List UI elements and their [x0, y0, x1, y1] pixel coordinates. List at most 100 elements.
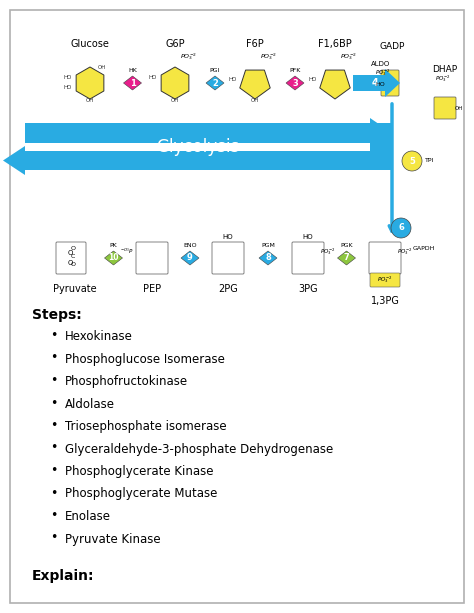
Polygon shape — [76, 67, 104, 99]
Text: O: O — [67, 260, 73, 266]
Text: O: O — [71, 246, 75, 251]
Text: 4: 4 — [372, 78, 379, 88]
Text: HO: HO — [303, 234, 313, 240]
FancyBboxPatch shape — [212, 242, 244, 274]
Text: OH: OH — [251, 98, 259, 103]
Text: HO: HO — [309, 77, 317, 82]
Text: ALDO: ALDO — [371, 61, 390, 67]
Text: •: • — [50, 441, 57, 454]
Text: 8: 8 — [265, 254, 271, 262]
Text: •: • — [50, 531, 57, 544]
Polygon shape — [181, 251, 199, 265]
Polygon shape — [240, 70, 270, 99]
Text: 1: 1 — [129, 78, 136, 88]
FancyBboxPatch shape — [381, 70, 399, 96]
Text: PEP: PEP — [143, 284, 161, 294]
Text: GADP: GADP — [379, 42, 405, 51]
FancyBboxPatch shape — [369, 242, 401, 274]
Text: HO: HO — [64, 75, 72, 80]
Text: 5: 5 — [409, 156, 415, 166]
FancyBboxPatch shape — [370, 123, 392, 170]
Text: $PO_3^{-2}$: $PO_3^{-2}$ — [340, 51, 357, 62]
Text: Triosephosphate isomerase: Triosephosphate isomerase — [65, 420, 227, 433]
Text: O: O — [67, 250, 73, 256]
Text: HO: HO — [149, 75, 157, 80]
Polygon shape — [161, 67, 189, 99]
Polygon shape — [286, 76, 304, 90]
Text: ENO: ENO — [183, 243, 197, 248]
Text: 2PG: 2PG — [218, 284, 238, 294]
FancyBboxPatch shape — [370, 273, 400, 287]
Text: PK: PK — [109, 243, 118, 248]
Text: OH: OH — [98, 65, 106, 70]
Text: HK: HK — [128, 68, 137, 73]
Polygon shape — [370, 118, 392, 148]
Text: Glyceraldehyde-3-phosphate Dehydrogenase: Glyceraldehyde-3-phosphate Dehydrogenase — [65, 443, 333, 455]
Text: F1,6BP: F1,6BP — [318, 39, 352, 49]
Text: PFK: PFK — [289, 68, 301, 73]
Text: DHAP: DHAP — [432, 65, 457, 74]
Text: HO: HO — [375, 83, 385, 88]
Text: PGI: PGI — [210, 68, 220, 73]
Text: •: • — [50, 374, 57, 387]
Text: Pyruvate: Pyruvate — [53, 284, 97, 294]
Text: $PO_3^{-2}$: $PO_3^{-2}$ — [435, 73, 451, 84]
Text: Phosphofructokinase: Phosphofructokinase — [65, 375, 188, 388]
Text: 10: 10 — [108, 254, 119, 262]
Text: Phosphoglucose Isomerase: Phosphoglucose Isomerase — [65, 352, 225, 365]
Text: Aldolase: Aldolase — [65, 397, 115, 411]
Text: 7: 7 — [344, 254, 349, 262]
Text: HO: HO — [223, 234, 233, 240]
Polygon shape — [104, 251, 122, 265]
FancyBboxPatch shape — [10, 10, 464, 603]
Text: Explain:: Explain: — [32, 569, 94, 583]
Text: 3PG: 3PG — [298, 284, 318, 294]
Circle shape — [402, 151, 422, 171]
Text: Pyruvate Kinase: Pyruvate Kinase — [65, 533, 161, 546]
Text: Glycolysis: Glycolysis — [156, 137, 239, 156]
Text: 3: 3 — [292, 78, 298, 88]
Text: 2: 2 — [212, 78, 218, 88]
Text: O: O — [71, 262, 75, 267]
Polygon shape — [353, 69, 400, 97]
Polygon shape — [124, 76, 142, 90]
Polygon shape — [206, 76, 224, 90]
FancyBboxPatch shape — [56, 242, 86, 274]
Text: G6P: G6P — [165, 39, 185, 49]
Polygon shape — [337, 251, 356, 265]
Text: PGK: PGK — [340, 243, 353, 248]
Text: Hexokinase: Hexokinase — [65, 330, 133, 343]
Text: Steps:: Steps: — [32, 308, 82, 322]
Text: TPI: TPI — [425, 159, 434, 164]
Text: $PO_3^{-2}$: $PO_3^{-2}$ — [320, 246, 335, 257]
Text: GAPDH: GAPDH — [413, 245, 436, 251]
Text: $^{-O_3}P$: $^{-O_3}P$ — [120, 247, 134, 256]
FancyBboxPatch shape — [136, 242, 168, 274]
Text: OH: OH — [86, 98, 94, 103]
Text: Enolase: Enolase — [65, 510, 111, 523]
Text: 6: 6 — [398, 224, 404, 232]
FancyBboxPatch shape — [25, 151, 370, 170]
Text: $PO_3^{-2}$: $PO_3^{-2}$ — [180, 51, 197, 62]
Text: PGM: PGM — [261, 243, 275, 248]
FancyBboxPatch shape — [434, 97, 456, 119]
Text: •: • — [50, 397, 57, 409]
FancyBboxPatch shape — [292, 242, 324, 274]
Text: OH: OH — [455, 105, 464, 110]
Text: 9: 9 — [187, 254, 193, 262]
Text: F6P: F6P — [246, 39, 264, 49]
Text: $PO_3^{-2}$: $PO_3^{-2}$ — [397, 246, 412, 257]
Text: C: C — [71, 254, 75, 259]
Text: $PO_3^{-2}$: $PO_3^{-2}$ — [377, 275, 392, 286]
Polygon shape — [3, 146, 25, 175]
Text: HO: HO — [228, 77, 237, 82]
FancyBboxPatch shape — [25, 123, 370, 143]
Text: •: • — [50, 509, 57, 522]
Text: $PO_3^{-2}$: $PO_3^{-2}$ — [260, 51, 277, 62]
Text: $PO_3^{-2}$: $PO_3^{-2}$ — [375, 67, 390, 78]
Text: Glucose: Glucose — [71, 39, 109, 49]
Text: Phosphoglycerate Kinase: Phosphoglycerate Kinase — [65, 465, 213, 478]
Polygon shape — [259, 251, 277, 265]
Circle shape — [391, 218, 411, 238]
Text: HO: HO — [64, 85, 72, 90]
